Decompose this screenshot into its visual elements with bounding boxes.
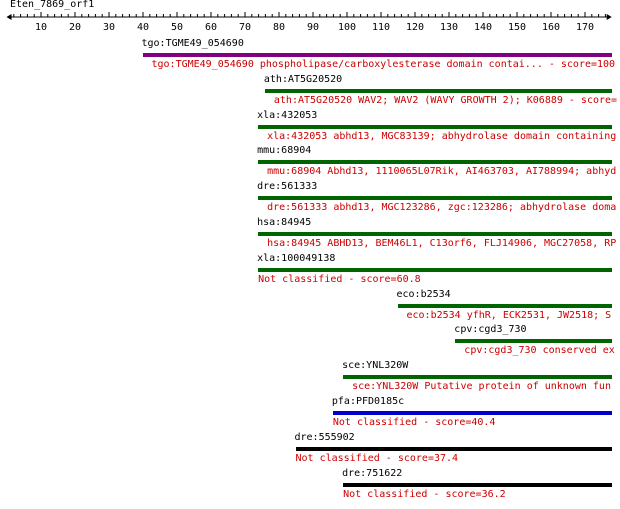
hit-alignment-bar[interactable]	[295, 446, 612, 451]
hit-label[interactable]: pfa:PFD0185c	[331, 396, 405, 407]
hit-alignment-bar[interactable]	[343, 482, 612, 487]
ruler-tick-label: 70	[239, 22, 251, 33]
hit-description[interactable]: eco:b2534 yfhR, ECK2531, JW2518; S	[406, 309, 612, 321]
hit-label[interactable]: dre:751622	[342, 467, 403, 479]
hit-description[interactable]: Not classified - score=36.2	[343, 488, 506, 500]
hit-label[interactable]: tgo:TGME49_054690	[141, 38, 244, 49]
hit-label[interactable]: sce:YNL320W	[342, 360, 409, 372]
position-ruler: 10 20 30 40 50 60 70 80 90 100 110 120 130 140 150 160 1…	[6, 12, 612, 33]
hit-label[interactable]: dre:555902	[294, 431, 355, 443]
hit-alignment-bar[interactable]	[258, 196, 612, 201]
hit-alignment-bar[interactable]	[258, 124, 612, 129]
ruler-tick-label: 60	[205, 22, 217, 33]
hit-description[interactable]: Not classified - score=60.8	[258, 273, 421, 285]
ruler-tick-label: 150	[508, 22, 526, 33]
ruler-tick-label: 170	[576, 22, 594, 33]
ruler-right-arrow	[606, 14, 612, 20]
ruler-tick-label: 120	[406, 22, 424, 33]
hit-description[interactable]: ath:AT5G20520 WAV2; WAV2 (WAVY GROWTH 2)…	[273, 94, 618, 106]
ruler-tick-label: 140	[474, 22, 492, 33]
ruler-tick-label: 20	[69, 22, 81, 33]
hit-description[interactable]: hsa:84945 ABHD13, BEM46L1, C13orf6, FLJ1…	[267, 238, 617, 249]
hit-alignment-bar[interactable]	[258, 267, 612, 272]
hit-alignment-bar[interactable]	[343, 375, 612, 380]
hit-description[interactable]: Not classified - score=37.4	[295, 452, 459, 464]
query-title: Eten_7869_orf1	[10, 0, 95, 10]
hit-alignment-bar[interactable]	[142, 53, 612, 57]
hit-label[interactable]: dre:561333	[257, 181, 318, 193]
hit-description[interactable]: mmu:68904 Abhd13, 1110065L07Rik, AI46370…	[267, 166, 617, 178]
ruler-tick-label: 30	[103, 22, 115, 33]
ruler-left-arrow	[6, 14, 12, 20]
hit-description[interactable]: dre:561333 abhd13, MGC123286, zgc:123286…	[267, 202, 617, 214]
hit-label[interactable]: cpv:cgd3_730	[454, 324, 527, 336]
hit-description[interactable]: cpv:cgd3_730 conserved ex	[464, 345, 615, 357]
ruler-tick-label: 130	[440, 22, 458, 33]
hit-description[interactable]: Not classified - score=40.4	[332, 417, 496, 428]
hit-label[interactable]: xla:100049138	[257, 252, 336, 264]
hit-label[interactable]: hsa:84945	[257, 217, 312, 228]
ruler-tick-label: 80	[273, 22, 285, 33]
hit-label[interactable]: xla:432053	[257, 109, 318, 121]
hit-alignment-bar[interactable]	[332, 411, 612, 415]
hit-alignment-bar[interactable]	[264, 88, 612, 93]
hit-description[interactable]: tgo:TGME49_054690 phospholipase/carboxyl…	[151, 59, 616, 70]
hit-alignment-bar[interactable]	[397, 303, 612, 308]
hit-label[interactable]: mmu:68904	[257, 145, 312, 157]
ruler-tick-label: 110	[372, 22, 390, 33]
ruler-tick-label: 90	[307, 22, 319, 33]
ruler-tick-label: 100	[338, 22, 356, 33]
ruler-tick-label: 50	[171, 22, 183, 33]
hit-alignment-bar[interactable]	[455, 339, 612, 344]
hit-description[interactable]: sce:YNL320W Putative protein of unknown …	[352, 381, 611, 393]
ruler-tick-label: 40	[137, 22, 149, 33]
hit-label[interactable]: eco:b2534	[396, 288, 451, 300]
hit-alignment-bar[interactable]	[258, 160, 612, 165]
hit-label[interactable]: ath:AT5G20520	[263, 73, 343, 85]
ruler-tick-label: 10	[35, 22, 47, 33]
hit-description[interactable]: xla:432053 abhd13, MGC83139; abhydrolase…	[267, 130, 617, 142]
hit-alignment-bar[interactable]	[258, 232, 612, 236]
ruler-tick-label: 160	[542, 22, 560, 33]
